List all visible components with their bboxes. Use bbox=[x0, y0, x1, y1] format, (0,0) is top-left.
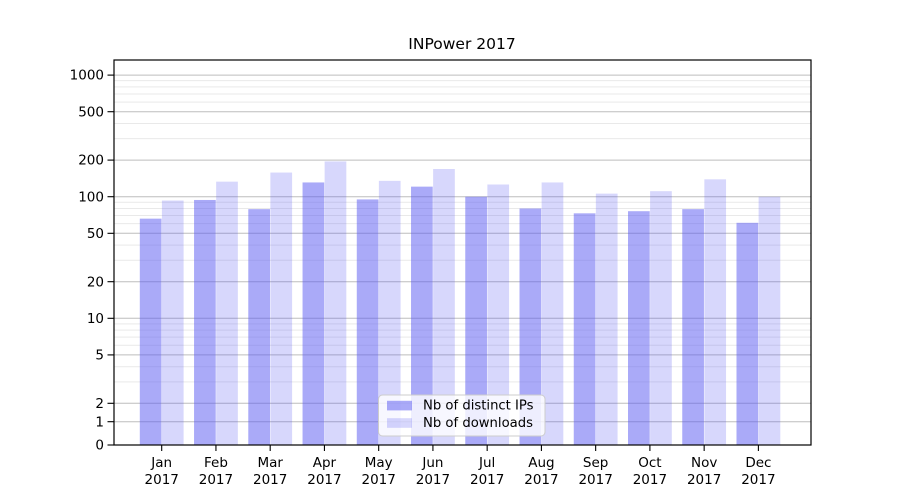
chart-title: INPower 2017 bbox=[408, 35, 515, 53]
legend-label-distinct-ips: Nb of distinct IPs bbox=[423, 399, 534, 414]
bar-downloads-mar bbox=[270, 172, 293, 446]
x-tick-label-jan: Jan bbox=[150, 455, 172, 471]
axes-layer bbox=[107, 59, 812, 451]
bar-downloads-aug bbox=[541, 182, 564, 445]
y-tick-label-1000: 1000 bbox=[70, 68, 104, 84]
y-tick-label-100: 100 bbox=[78, 189, 104, 205]
bar-downloads-oct bbox=[650, 191, 672, 445]
bar-distinct-ips-mar bbox=[248, 209, 270, 445]
x-tick-label-year-jun: 2017 bbox=[416, 472, 450, 488]
bar-distinct-ips-jun bbox=[411, 186, 433, 445]
y-tick-label-2: 2 bbox=[95, 396, 104, 412]
x-tick-label-year-mar: 2017 bbox=[253, 472, 287, 488]
bar-distinct-ips-may bbox=[356, 199, 379, 445]
bar-downloads-nov bbox=[704, 179, 727, 446]
legend-box bbox=[378, 394, 546, 437]
bar-distinct-ips-feb bbox=[194, 199, 216, 445]
legend-label-downloads: Nb of downloads bbox=[423, 416, 533, 431]
x-tick-label-dec: Dec bbox=[745, 455, 771, 471]
y-tick-label-20: 20 bbox=[87, 274, 104, 290]
x-tick-label-apr: Apr bbox=[313, 455, 337, 471]
x-tick-label-aug: Aug bbox=[528, 455, 554, 471]
y-tick-label-50: 50 bbox=[87, 226, 104, 242]
x-tick-label-year-nov: 2017 bbox=[687, 472, 721, 488]
bar-downloads-jul bbox=[487, 184, 510, 445]
x-tick-label-year-feb: 2017 bbox=[199, 472, 233, 488]
bar-downloads-jun bbox=[433, 168, 455, 446]
x-tick-label-feb: Feb bbox=[204, 455, 228, 471]
bar-distinct-ips-jan bbox=[139, 218, 162, 445]
bars-layer bbox=[139, 161, 781, 446]
minor-gridlines bbox=[114, 80, 811, 383]
legend-swatch-downloads bbox=[387, 418, 412, 428]
y-tick-label-0: 0 bbox=[95, 438, 104, 454]
x-tick-label-year-aug: 2017 bbox=[524, 472, 558, 488]
y-tick-label-500: 500 bbox=[78, 104, 104, 120]
x-tick-label-year-may: 2017 bbox=[362, 472, 396, 488]
y-tick-label-1: 1 bbox=[95, 414, 104, 430]
bar-downloads-jan bbox=[161, 200, 184, 445]
x-tick-label-year-jul: 2017 bbox=[470, 472, 504, 488]
x-tick-label-jun: Jun bbox=[421, 455, 443, 471]
legend: Nb of distinct IPs Nb of downloads bbox=[378, 394, 546, 437]
x-tick-label-may: May bbox=[365, 455, 393, 471]
legend-swatch-distinct-ips bbox=[387, 400, 412, 411]
bar-distinct-ips-sep bbox=[573, 213, 596, 445]
plot-border bbox=[113, 59, 812, 446]
bar-distinct-ips-aug bbox=[519, 208, 542, 445]
bar-distinct-ips-apr bbox=[302, 182, 325, 445]
bar-distinct-ips-jul bbox=[465, 196, 487, 445]
x-tick-label-year-dec: 2017 bbox=[741, 472, 775, 488]
bar-downloads-dec bbox=[758, 196, 781, 445]
x-tick-label-oct: Oct bbox=[638, 455, 661, 471]
bar-distinct-ips-dec bbox=[736, 222, 759, 445]
x-tick-label-year-oct: 2017 bbox=[633, 472, 667, 488]
bar-distinct-ips-nov bbox=[682, 209, 704, 445]
x-tick-label-jul: Jul bbox=[478, 455, 495, 471]
x-tick-label-year-apr: 2017 bbox=[307, 472, 341, 488]
x-tick-label-year-jan: 2017 bbox=[145, 472, 179, 488]
x-tick-label-nov: Nov bbox=[691, 455, 717, 471]
y-tick-label-5: 5 bbox=[95, 348, 104, 364]
x-tick-label-year-sep: 2017 bbox=[578, 472, 612, 488]
y-tick-label-10: 10 bbox=[87, 311, 104, 327]
bar-distinct-ips-oct bbox=[628, 211, 650, 445]
x-tick-label-sep: Sep bbox=[583, 455, 608, 471]
bar-downloads-feb bbox=[216, 181, 238, 445]
y-tick-label-200: 200 bbox=[78, 153, 104, 169]
bar-downloads-sep bbox=[595, 193, 618, 445]
bar-downloads-may bbox=[378, 180, 401, 445]
bar-downloads-apr bbox=[324, 161, 347, 445]
x-tick-label-mar: Mar bbox=[257, 455, 283, 471]
tick-labels-layer: 01251020501002005001000Jan2017Feb2017Mar… bbox=[70, 68, 776, 488]
